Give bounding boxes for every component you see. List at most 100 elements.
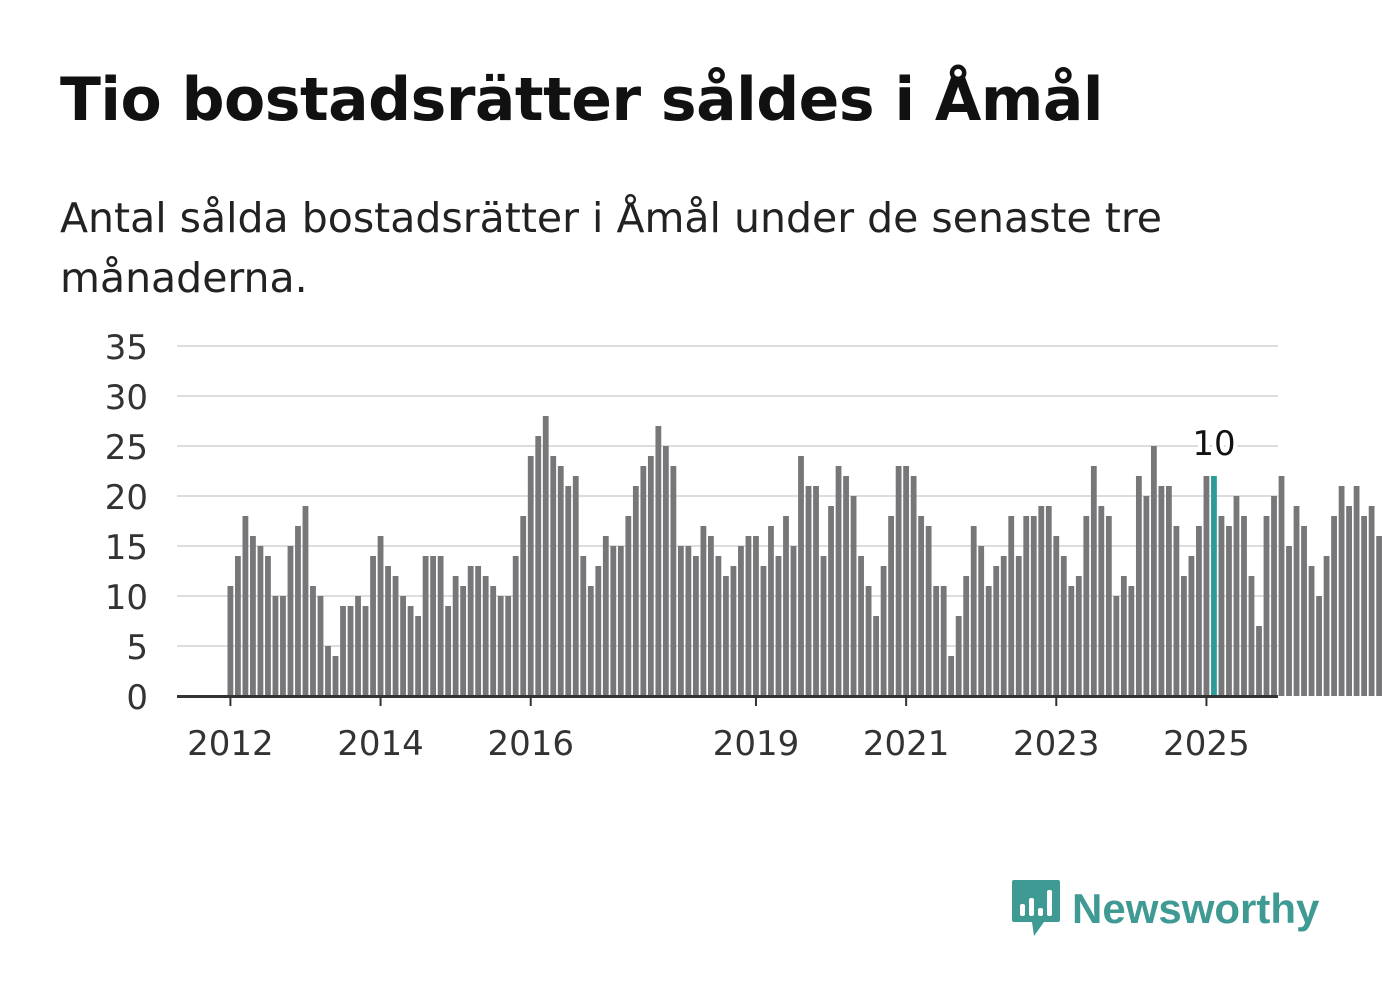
bar [1376,536,1382,696]
bar [377,536,384,696]
bar [1030,516,1037,696]
x-tick-label: 2019 [713,724,800,764]
y-tick-label: 15 [105,528,148,568]
bar [1361,516,1368,696]
bar [257,546,264,696]
bar [287,546,294,696]
bar [828,506,834,696]
bar [813,486,819,696]
bar [963,576,970,696]
bar [1346,506,1352,696]
bar [1188,556,1195,696]
bar [1293,506,1300,696]
bar [1083,516,1090,696]
bar [1308,566,1315,696]
bar [895,466,902,696]
bar [437,556,444,696]
bar [888,516,895,696]
y-tick-label: 20 [105,478,148,518]
y-tick-label: 30 [105,378,148,418]
bar [542,416,549,696]
bar [550,456,557,696]
bar [1241,516,1247,696]
bar [1045,506,1052,696]
bar [730,566,737,696]
bar [587,586,594,696]
bar [407,606,414,696]
bar [1150,446,1157,696]
bar [700,526,707,696]
bar [978,546,985,696]
bar [250,536,256,696]
bars [227,416,1382,696]
bar [865,586,872,696]
bar [310,586,316,696]
bar [1158,486,1165,696]
x-tick-label: 2016 [487,724,574,764]
bar [640,466,647,696]
bar [783,516,789,696]
bar [1248,576,1255,696]
chart-subtitle: Antal sålda bostadsrätter i Åmål under d… [60,194,1163,302]
bar [775,556,782,696]
bar [1068,586,1075,696]
bar [355,596,361,696]
x-tick-label: 2025 [1163,724,1250,764]
bar [760,566,767,696]
bar [452,576,459,696]
bar [302,506,309,696]
bar [265,556,271,696]
bar [647,456,654,696]
newsworthy-logo-icon [1012,880,1060,936]
x-tick-label: 2012 [187,724,274,764]
bar [422,556,429,696]
bar [1128,586,1135,696]
brand-logo: Newsworthy [1010,878,1319,940]
highlight-value-label: 10 [1192,424,1235,464]
bar [235,556,241,696]
bar [1256,626,1262,696]
bar [993,566,1000,696]
bar [1181,576,1187,696]
bar [1173,526,1180,696]
x-tick-label: 2014 [337,724,424,764]
bar [400,596,406,696]
x-tick-label: 2021 [863,724,950,764]
bar [317,596,324,696]
bar [520,516,527,696]
bar [1008,516,1015,696]
bar [692,556,699,696]
bar [798,456,804,696]
bar [385,566,391,696]
bar [430,556,437,696]
bar [1196,526,1202,696]
bar [535,436,542,696]
bar [1263,516,1270,696]
bar [490,586,497,696]
bar [655,426,662,696]
y-axis-ticks: 0 5 10 15 20 25 30 35 [105,328,148,718]
bar [332,656,339,696]
bar [565,486,572,696]
y-tick-label: 35 [105,328,148,368]
bar [475,566,482,696]
bar [738,546,744,696]
brand-name: Newsworthy [1072,885,1320,932]
bar [1113,596,1120,696]
y-tick-label: 5 [126,628,148,668]
bar [1090,466,1097,696]
bar [295,526,301,696]
bar [362,606,369,696]
bar [1105,516,1112,696]
bar [467,566,474,696]
bar [723,576,729,696]
y-tick-label: 25 [105,428,148,468]
bar [933,586,940,696]
bar [715,556,722,696]
bar [1135,476,1142,696]
bar [1075,576,1082,696]
bar [370,556,376,696]
bar [1323,556,1330,696]
bar [955,616,962,696]
